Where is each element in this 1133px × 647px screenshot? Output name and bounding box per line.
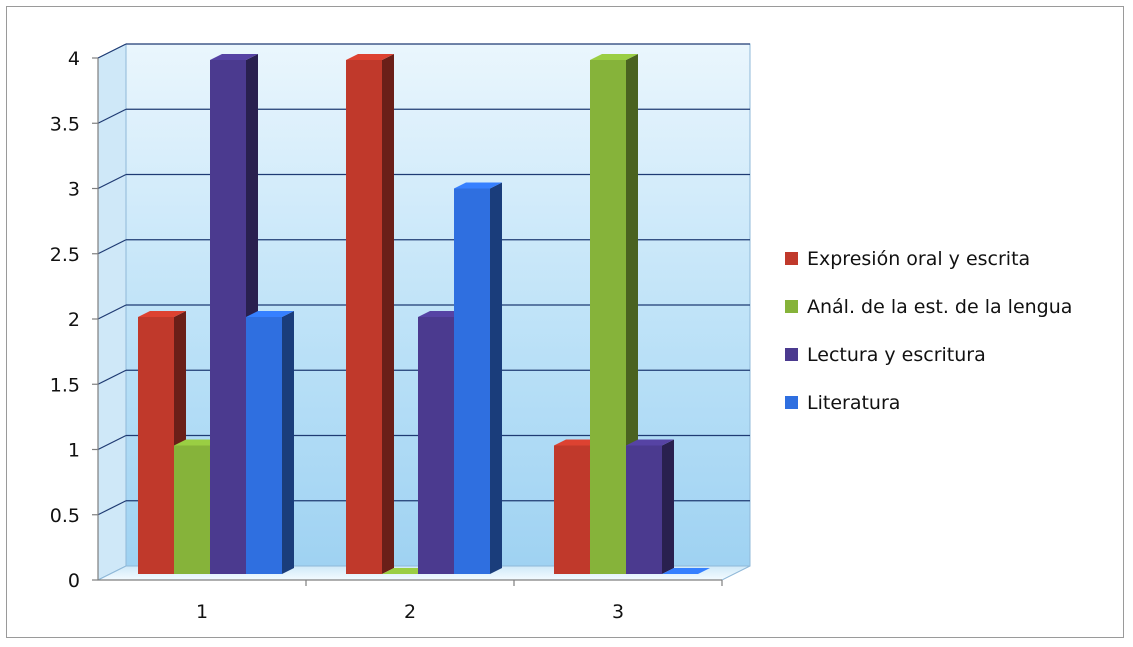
legend-entry: Anál. de la est. de la lengua — [785, 296, 1072, 318]
legend-entry: Literatura — [785, 392, 900, 414]
y-tick-label: 1.5 — [50, 374, 80, 396]
legend-swatch — [785, 348, 798, 361]
bar — [662, 568, 710, 574]
legend-entry: Expresión oral y escrita — [785, 248, 1030, 270]
y-tick-label: 3 — [68, 179, 80, 201]
x-tick-label: 3 — [612, 601, 624, 623]
gridline-side — [97, 369, 127, 385]
gridline-side — [97, 434, 127, 451]
y-tick-label: 1 — [68, 440, 80, 462]
y-tick-label: 0 — [68, 570, 80, 592]
bar — [626, 439, 674, 574]
gridline-side — [97, 304, 127, 320]
legend-swatch — [785, 396, 798, 409]
y-tick-label: 2 — [68, 309, 80, 331]
legend-label: Anál. de la est. de la lengua — [807, 296, 1072, 318]
x-tick-label: 2 — [404, 601, 416, 623]
gridline-side — [97, 108, 127, 124]
bar — [246, 311, 294, 574]
y-tick-label: 2.5 — [50, 244, 80, 266]
y-tick-label: 3.5 — [50, 113, 80, 135]
legend-swatch — [785, 300, 798, 313]
legend-entry: Lectura y escritura — [785, 344, 986, 366]
legend-label: Expresión oral y escrita — [807, 248, 1030, 270]
gridline-side — [97, 43, 127, 59]
bars — [138, 54, 710, 574]
gridline-side — [97, 500, 127, 516]
x-tick-label: 1 — [196, 601, 208, 623]
gridline-side — [97, 173, 127, 190]
bar — [346, 54, 394, 574]
y-tick-label: 0.5 — [50, 505, 80, 527]
x-axis-tick-labels: 1 2 3 — [196, 580, 723, 623]
legend-label: Literatura — [807, 392, 900, 414]
y-axis-tick-labels: 0 0.5 1 1.5 2 2.5 3 3.5 4 — [50, 48, 98, 592]
legend-label: Lectura y escritura — [807, 344, 986, 366]
legend-swatch — [785, 252, 798, 265]
y-tick-label: 4 — [68, 48, 80, 70]
legend: Expresión oral y escrita Anál. de la est.… — [785, 248, 1072, 414]
gridline-side — [97, 239, 127, 255]
bar — [454, 182, 502, 574]
